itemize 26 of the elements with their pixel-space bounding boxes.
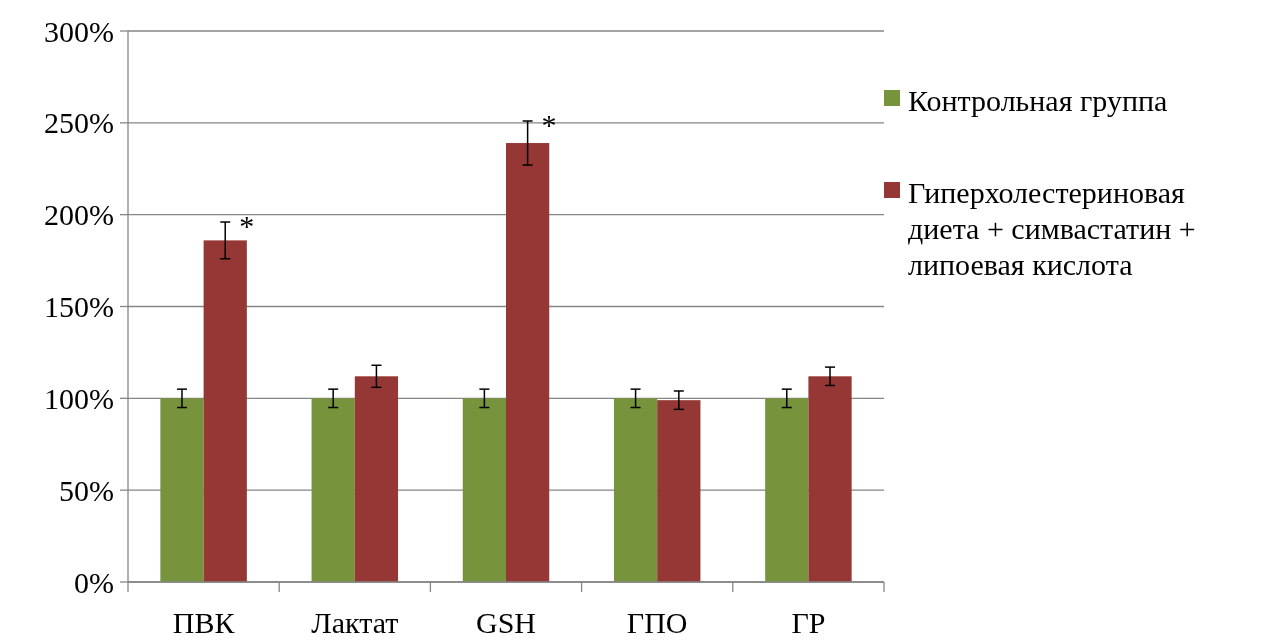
annotation: * xyxy=(239,209,255,243)
x-tick-label: ПВК xyxy=(172,605,236,639)
annotation: * xyxy=(541,108,557,141)
y-tick-label: 300% xyxy=(44,14,114,48)
x-tick-label: ГПО xyxy=(626,605,688,639)
x-tick-label: GSH xyxy=(475,605,537,639)
bar xyxy=(354,376,399,582)
y-tick-label: 150% xyxy=(44,290,114,323)
bar xyxy=(808,376,852,582)
bar xyxy=(203,240,247,582)
y-tick-label: 200% xyxy=(44,198,114,232)
legend-label: Гиперхолестериновая диета + симвастатин + липоевая кислота xyxy=(908,175,1196,281)
bar xyxy=(160,398,204,582)
x-tick-label: Лактат xyxy=(311,605,399,639)
bar xyxy=(657,400,701,582)
y-tick-label: 250% xyxy=(44,106,114,140)
bar xyxy=(462,398,506,582)
x-tick-label: ГР xyxy=(791,605,826,639)
y-tick-label: 0% xyxy=(74,565,114,599)
bar xyxy=(765,398,809,582)
bar xyxy=(506,143,550,582)
legend-label: Контрольная группа xyxy=(908,83,1168,117)
bar xyxy=(613,398,658,582)
y-tick-label: 100% xyxy=(44,381,114,415)
bar xyxy=(311,398,355,582)
y-tick-label: 50% xyxy=(59,473,114,507)
